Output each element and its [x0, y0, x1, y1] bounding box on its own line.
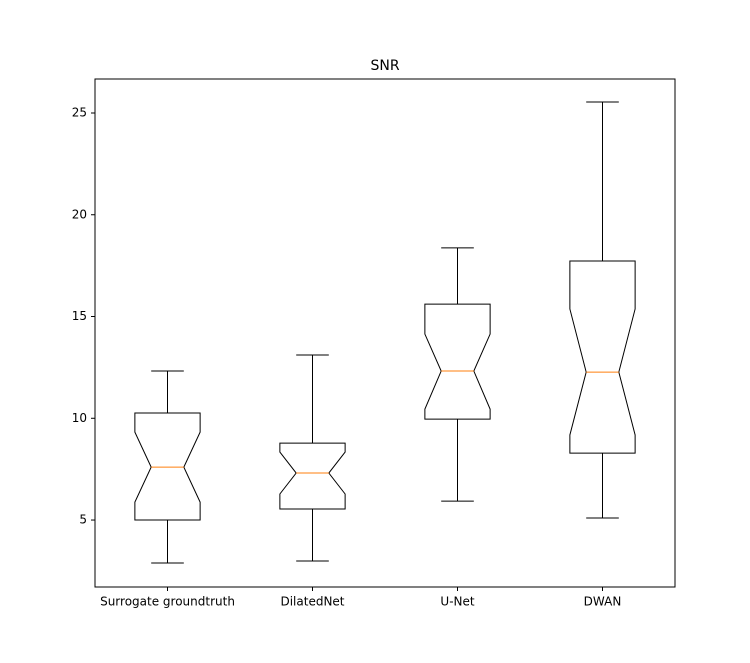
y-tick-label: 10: [72, 411, 87, 425]
x-tick-label: DWAN: [584, 595, 622, 609]
y-tick-label: 5: [79, 513, 87, 527]
x-tick-label: U-Net: [440, 595, 474, 609]
box: [424, 303, 491, 420]
box: [569, 260, 636, 454]
box: [134, 412, 201, 521]
plot-frame: [94, 78, 676, 588]
y-tick-label: 25: [72, 105, 87, 119]
x-tick-label: DilatedNet: [280, 595, 344, 609]
box: [279, 442, 346, 510]
y-tick-label: 20: [72, 207, 87, 221]
chart-title: SNR: [370, 58, 399, 74]
y-tick-label: 15: [72, 309, 87, 323]
x-tick-label: Surrogate groundtruth: [100, 595, 235, 609]
